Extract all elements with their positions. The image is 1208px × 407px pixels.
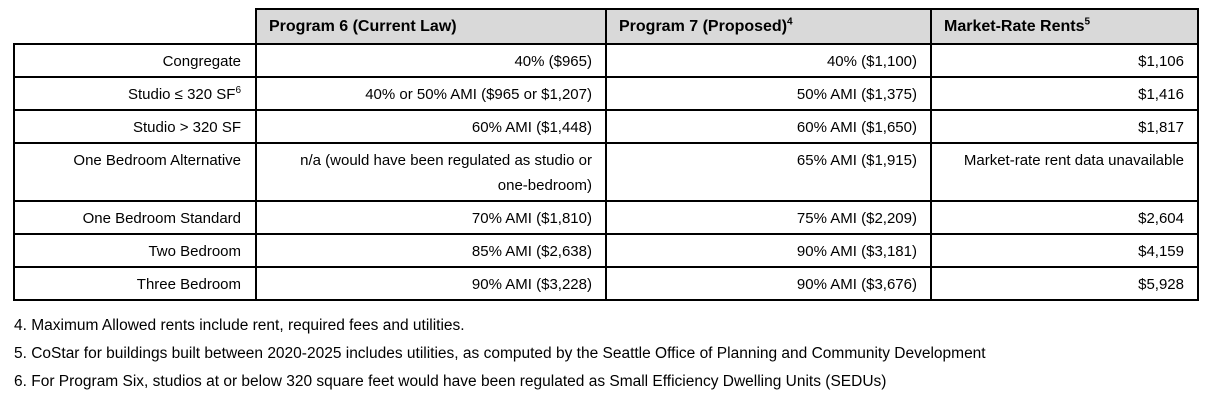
unit-type-label: Three Bedroom bbox=[136, 276, 241, 293]
table-row: Studio ≤ 320 SF6 40% or 50% AMI ($965 or… bbox=[13, 76, 1199, 111]
table-body: Congregate 40% ($965) 40% ($1,100) $1,10… bbox=[13, 43, 1199, 301]
header-row: Program 6 (Current Law) Program 7 (Propo… bbox=[14, 8, 1199, 45]
program6-cell: n/a (would have been regulated as studio… bbox=[255, 142, 607, 202]
col-header-program6: Program 6 (Current Law) bbox=[255, 8, 607, 45]
col-header-program7-superscript: 4 bbox=[787, 16, 793, 28]
unit-type-cell: Studio ≤ 320 SF6 bbox=[13, 76, 257, 111]
col-header-program7: Program 7 (Proposed)4 bbox=[605, 8, 932, 45]
table-row: Studio > 320 SF 60% AMI ($1,448) 60% AMI… bbox=[13, 109, 1199, 144]
rent-comparison-table: Program 6 (Current Law) Program 7 (Propo… bbox=[13, 8, 1199, 301]
footnote-5: 5. CoStar for buildings built between 20… bbox=[14, 345, 986, 362]
corner-cell bbox=[14, 9, 256, 44]
col-header-program6-label: Program 6 (Current Law) bbox=[269, 17, 457, 35]
market-rate-cell: $5,928 bbox=[930, 266, 1199, 301]
unit-type-cell: Two Bedroom bbox=[13, 233, 257, 268]
table-row: One Bedroom Standard 70% AMI ($1,810) 75… bbox=[13, 200, 1199, 235]
unit-type-label: Studio ≤ 320 SF bbox=[127, 86, 236, 103]
market-rate-cell: $1,817 bbox=[930, 109, 1199, 144]
unit-type-cell: Congregate bbox=[13, 43, 257, 78]
market-rate-cell: $2,604 bbox=[930, 200, 1199, 235]
rent-table-container: Program 6 (Current Law) Program 7 (Propo… bbox=[13, 8, 1199, 301]
unit-type-label: Studio > 320 SF bbox=[133, 119, 241, 136]
footnote-6: 6. For Program Six, studios at or below … bbox=[14, 373, 887, 390]
col-header-market-rate-superscript: 5 bbox=[1084, 16, 1091, 28]
program6-cell: 85% AMI ($2,638) bbox=[255, 233, 607, 268]
footnotes: 4. Maximum Allowed rents include rent, r… bbox=[14, 312, 986, 396]
market-rate-cell: Market-rate rent data unavailable bbox=[930, 142, 1199, 202]
market-rate-cell: $1,416 bbox=[930, 76, 1199, 111]
program6-cell: 40% or 50% AMI ($965 or $1,207) bbox=[255, 76, 607, 111]
program7-cell: 50% AMI ($1,375) bbox=[605, 76, 932, 111]
col-header-market-rate-label: Market-Rate Rents bbox=[944, 17, 1085, 35]
unit-type-label: One Bedroom Standard bbox=[82, 210, 241, 227]
unit-type-label: Congregate bbox=[162, 53, 241, 70]
unit-type-superscript: 6 bbox=[235, 85, 241, 96]
col-header-market-rate: Market-Rate Rents5 bbox=[930, 8, 1199, 45]
unit-type-cell: One Bedroom Alternative bbox=[13, 142, 257, 202]
program7-cell: 65% AMI ($1,915) bbox=[605, 142, 932, 202]
unit-type-label: One Bedroom Alternative bbox=[73, 152, 241, 169]
table-row: Two Bedroom 85% AMI ($2,638) 90% AMI ($3… bbox=[13, 233, 1199, 268]
table-row: Three Bedroom 90% AMI ($3,228) 90% AMI (… bbox=[13, 266, 1199, 301]
unit-type-cell: One Bedroom Standard bbox=[13, 200, 257, 235]
program6-cell: 40% ($965) bbox=[255, 43, 607, 78]
program7-cell: 40% ($1,100) bbox=[605, 43, 932, 78]
table-row: One Bedroom Alternative n/a (would have … bbox=[13, 142, 1199, 202]
unit-type-cell: Studio > 320 SF bbox=[13, 109, 257, 144]
market-rate-cell: $4,159 bbox=[930, 233, 1199, 268]
col-header-program7-label: Program 7 (Proposed) bbox=[619, 17, 788, 35]
table-row: Congregate 40% ($965) 40% ($1,100) $1,10… bbox=[13, 43, 1199, 78]
program6-cell: 70% AMI ($1,810) bbox=[255, 200, 607, 235]
program7-cell: 90% AMI ($3,181) bbox=[605, 233, 932, 268]
market-rate-cell: $1,106 bbox=[930, 43, 1199, 78]
footnote-4: 4. Maximum Allowed rents include rent, r… bbox=[14, 317, 465, 334]
program7-cell: 75% AMI ($2,209) bbox=[605, 200, 932, 235]
program6-cell: 90% AMI ($3,228) bbox=[255, 266, 607, 301]
program7-cell: 90% AMI ($3,676) bbox=[605, 266, 932, 301]
program6-cell: 60% AMI ($1,448) bbox=[255, 109, 607, 144]
unit-type-label: Two Bedroom bbox=[148, 243, 241, 260]
table-header: Program 6 (Current Law) Program 7 (Propo… bbox=[14, 8, 1199, 45]
unit-type-cell: Three Bedroom bbox=[13, 266, 257, 301]
program7-cell: 60% AMI ($1,650) bbox=[605, 109, 932, 144]
